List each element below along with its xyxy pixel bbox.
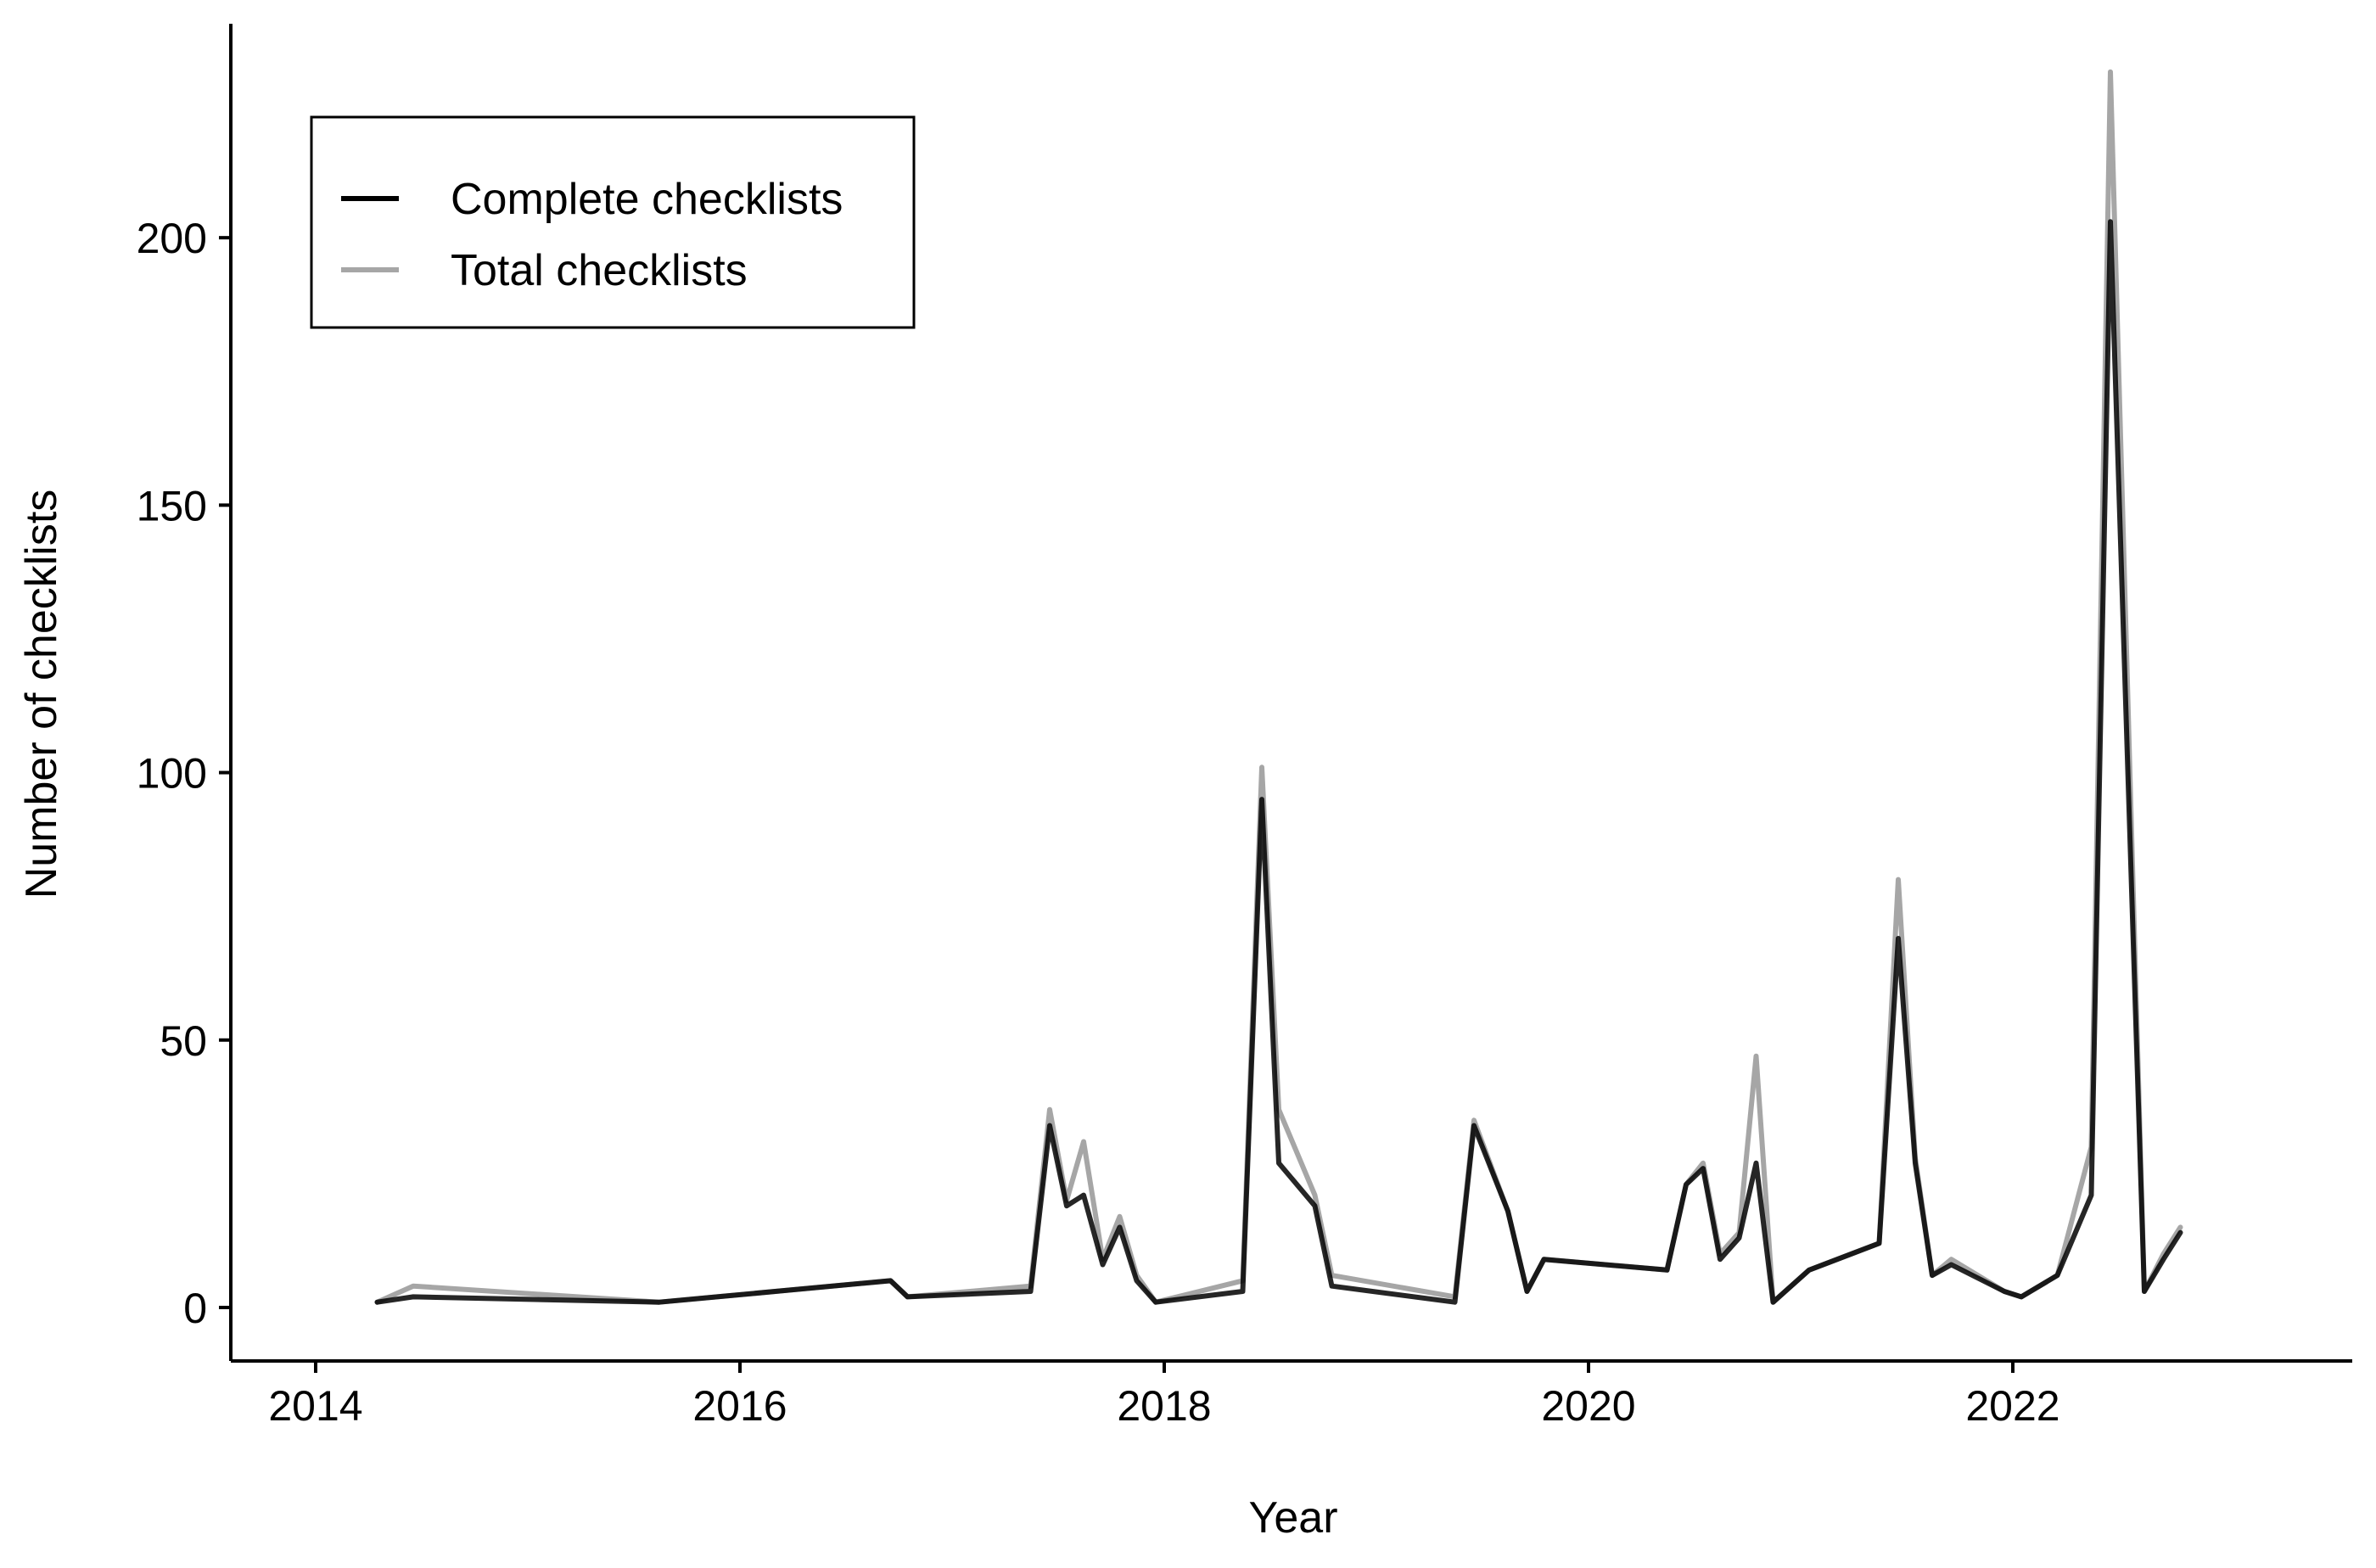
y-tick-label: 200	[137, 215, 207, 262]
y-tick-label: 0	[183, 1285, 207, 1332]
y-tick-label: 50	[160, 1017, 207, 1065]
x-tick-label: 2016	[692, 1382, 787, 1430]
y-axis-ticks: 0 50 100 150 200	[137, 215, 231, 1332]
legend: Complete checklists Total checklists	[310, 115, 916, 329]
y-tick-label: 150	[137, 482, 207, 529]
legend-box	[310, 115, 916, 329]
y-tick-label: 100	[137, 750, 207, 798]
legend-label-complete: Complete checklists	[451, 175, 843, 224]
legend-label-total: Total checklists	[451, 246, 748, 295]
x-tick-label: 2014	[268, 1382, 362, 1430]
series-line-complete-checklists	[374, 219, 2183, 1305]
x-axis-ticks: 2014 2016 2018 2020 2022	[268, 1361, 2060, 1430]
x-axis-title: Year	[1248, 1493, 1337, 1543]
y-axis-title: Number of checklists	[17, 490, 66, 899]
x-tick-label: 2018	[1117, 1382, 1211, 1430]
x-tick-label: 2020	[1541, 1382, 1635, 1430]
x-tick-label: 2022	[1965, 1382, 2059, 1430]
plot-lines	[374, 69, 2183, 1305]
